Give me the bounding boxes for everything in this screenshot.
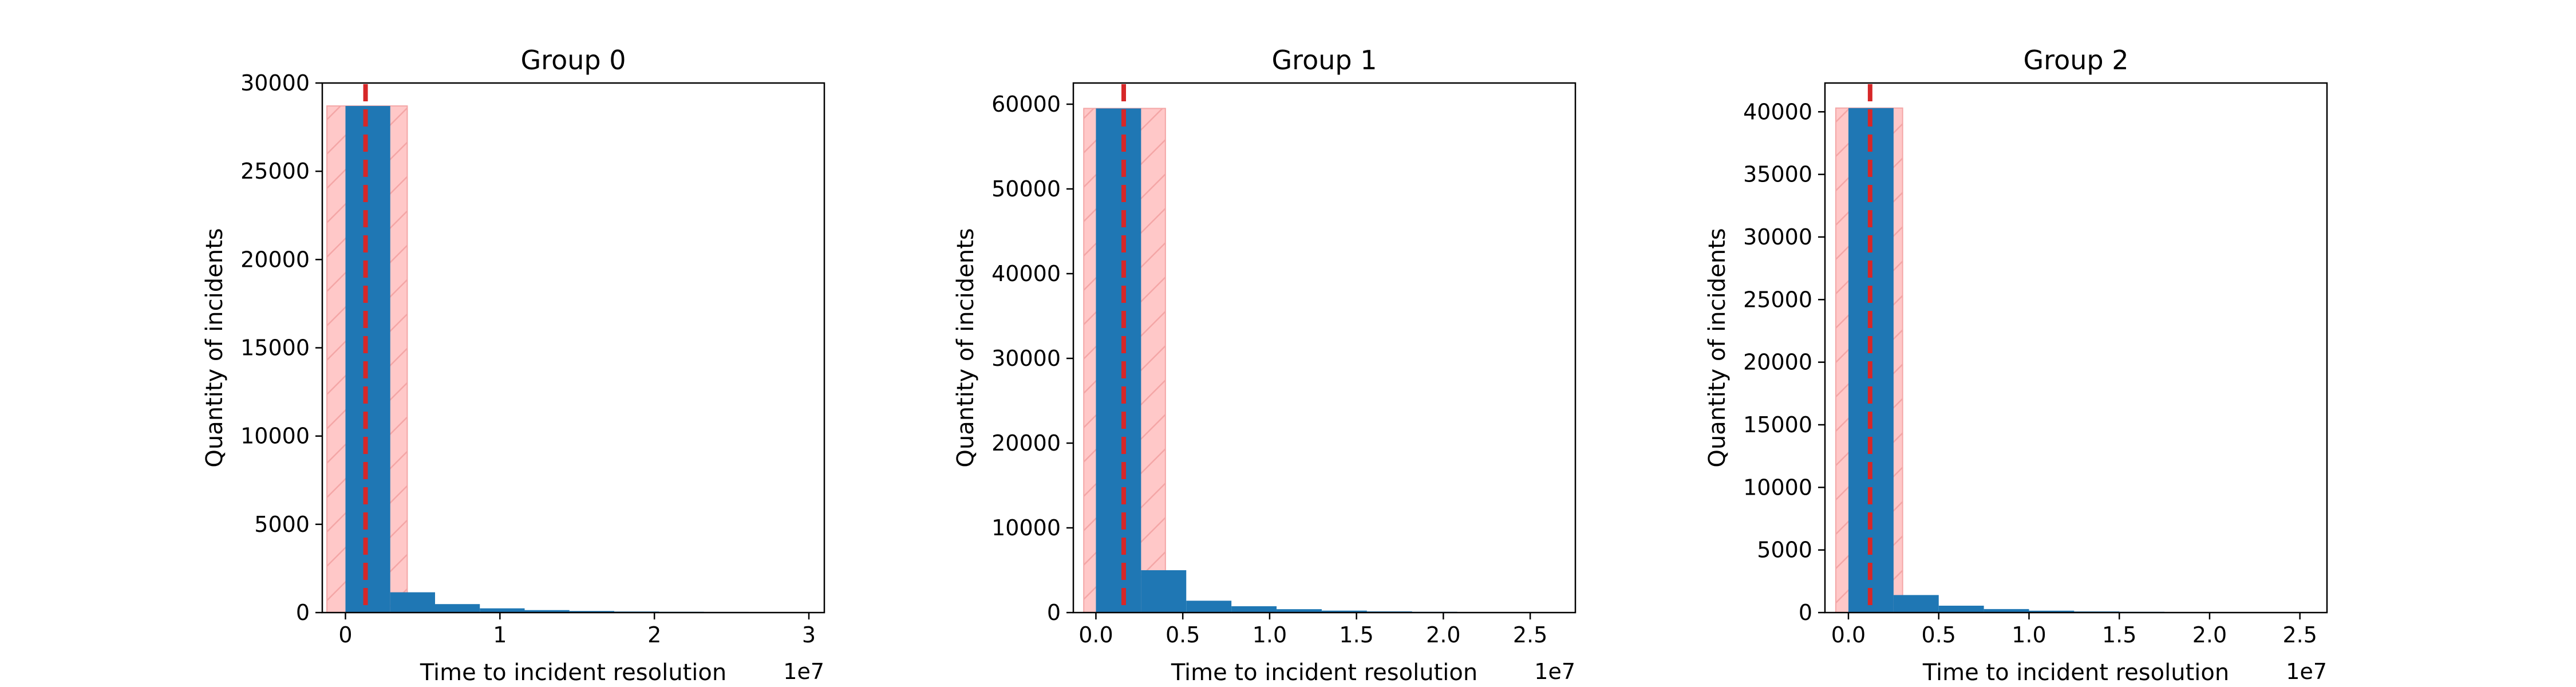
x-tick-label: 2.5	[1513, 622, 1547, 647]
x-tick-label: 1.0	[2012, 622, 2046, 647]
y-tick-label: 20000	[1743, 350, 1812, 375]
axes-frame	[1824, 82, 2328, 614]
y-tick-label: 30000	[240, 70, 310, 96]
chart-title: Group 2	[2024, 45, 2129, 76]
x-offset-label: 1e7	[2286, 659, 2327, 684]
x-tick-label: 0.5	[1165, 622, 1200, 647]
x-offset-label: 1e7	[783, 659, 824, 684]
y-axis-label: Quantity of incidents	[953, 228, 979, 467]
x-tick-label: 3	[802, 622, 816, 647]
y-tick-label: 15000	[240, 335, 310, 361]
x-axis-label: Time to incident resolution	[1171, 660, 1477, 686]
y-tick-label: 5000	[254, 512, 310, 537]
x-tick-label: 0	[338, 622, 352, 647]
chart-title: Group 0	[521, 45, 626, 76]
y-tick-label: 10000	[991, 515, 1061, 540]
axes-frame	[1072, 82, 1577, 614]
y-tick-label: 25000	[1743, 287, 1812, 312]
x-axis-label: Time to incident resolution	[420, 660, 726, 686]
histogram-bar	[2029, 610, 2075, 613]
y-tick-label: 20000	[991, 431, 1061, 456]
histogram-bar	[390, 592, 435, 613]
x-tick-label: 2.5	[2282, 622, 2317, 647]
histogram-bar	[1321, 610, 1367, 613]
histogram-bar	[1141, 570, 1187, 613]
y-tick-label: 60000	[991, 92, 1061, 117]
x-offset-label: 1e7	[1534, 659, 1575, 684]
x-tick-label: 0.5	[1922, 622, 1956, 647]
y-tick-label: 30000	[991, 346, 1061, 371]
x-tick-label: 1.5	[2102, 622, 2136, 647]
histogram-bar	[345, 106, 390, 613]
histogram-bar	[524, 610, 570, 613]
y-tick-label: 0	[296, 600, 310, 625]
panels: 0 1 2 3 0 5000 10000 15000 20000 25000 30000 Group …	[202, 45, 2328, 686]
chart-panel-1: 0.0 0.5 1.0 1.5 2.0 2.5 0 10000 20000 30000 40000 5…	[953, 45, 1577, 686]
chart-panel-0: 0 1 2 3 0 5000 10000 15000 20000 25000 30000 Group …	[202, 45, 825, 686]
y-tick-label: 10000	[240, 424, 310, 449]
x-axis-label: Time to incident resolution	[1922, 660, 2229, 686]
y-tick-label: 30000	[1743, 224, 1812, 250]
histogram-bar	[1186, 601, 1232, 613]
histogram-bar	[1096, 108, 1141, 613]
y-tick-label: 40000	[991, 261, 1061, 286]
histogram-bar	[1938, 605, 1984, 613]
y-tick-label: 5000	[1757, 538, 1812, 563]
y-tick-label: 40000	[1743, 99, 1812, 124]
y-tick-label: 15000	[1743, 412, 1812, 437]
histogram-bar	[480, 608, 525, 613]
x-tick-label: 2.0	[2192, 622, 2227, 647]
histogram-bar	[1984, 609, 2029, 613]
histogram-bar	[434, 604, 480, 613]
x-tick-label: 2	[647, 622, 661, 647]
x-tick-label: 0.0	[1078, 622, 1113, 647]
histogram-bar	[1848, 108, 1894, 613]
x-tick-label: 0.0	[1831, 622, 1866, 647]
chart-panel-2: 0.0 0.5 1.0 1.5 2.0 2.5 0 5000 10000 15000 20000 25…	[1704, 45, 2328, 686]
histogram-bar	[569, 611, 615, 613]
y-tick-label: 35000	[1743, 162, 1812, 187]
x-tick-label: 1	[493, 622, 507, 647]
x-tick-label: 1.5	[1339, 622, 1373, 647]
y-tick-label: 10000	[1743, 475, 1812, 500]
y-axis-label: Quantity of incidents	[1704, 228, 1730, 467]
histogram-bar	[1893, 595, 1939, 613]
y-tick-label: 0	[1047, 600, 1061, 625]
x-tick-label: 2.0	[1426, 622, 1460, 647]
y-axis-label: Quantity of incidents	[202, 228, 228, 467]
x-tick-label: 1.0	[1253, 622, 1287, 647]
histogram-bar	[1277, 609, 1322, 613]
y-tick-label: 0	[1799, 600, 1812, 625]
chart-title: Group 1	[1272, 45, 1377, 76]
histogram-bar	[1231, 606, 1277, 613]
y-tick-label: 50000	[991, 176, 1061, 202]
y-tick-label: 25000	[240, 159, 310, 184]
y-tick-label: 20000	[240, 247, 310, 272]
